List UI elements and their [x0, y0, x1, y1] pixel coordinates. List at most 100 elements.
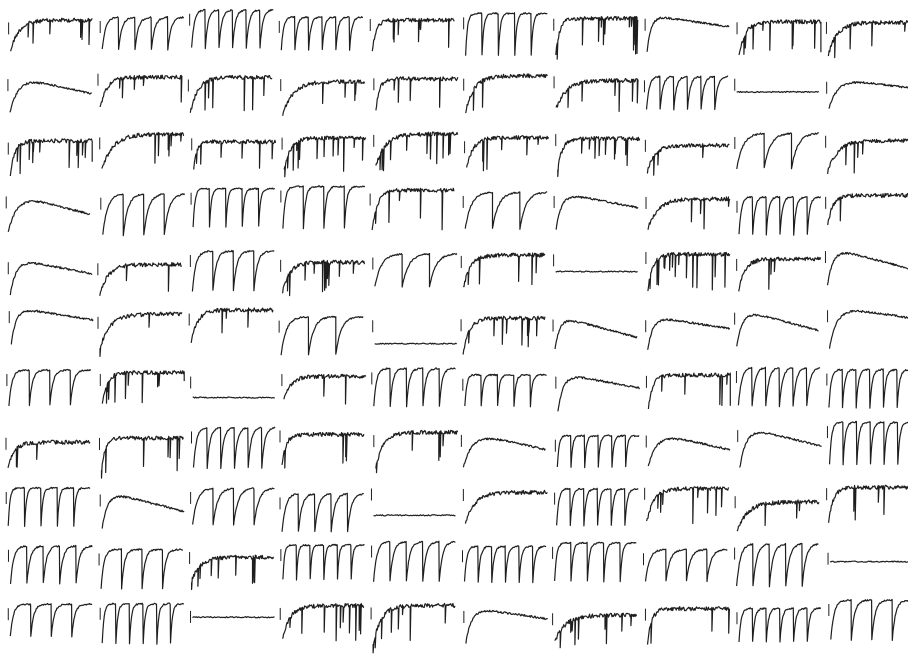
trace	[373, 367, 456, 408]
trace	[102, 193, 186, 237]
trace	[555, 195, 639, 230]
trace	[372, 602, 456, 654]
trace	[189, 74, 273, 113]
trace	[736, 132, 820, 170]
trace	[191, 249, 275, 292]
trace	[827, 20, 908, 59]
trace	[375, 76, 459, 111]
trace	[374, 342, 458, 345]
trace	[738, 256, 822, 292]
trace	[464, 489, 548, 524]
trace	[9, 602, 93, 638]
trace	[736, 90, 820, 94]
trace	[280, 315, 364, 356]
trace	[374, 252, 458, 288]
trace	[465, 73, 548, 114]
trace	[283, 135, 367, 178]
trace	[739, 431, 822, 468]
trace	[192, 487, 275, 526]
trace	[282, 185, 366, 230]
trace	[736, 542, 819, 588]
trace	[192, 426, 276, 470]
trace	[738, 19, 822, 56]
trace	[646, 16, 730, 52]
trace	[375, 429, 459, 474]
trace	[193, 139, 277, 170]
trace	[9, 138, 93, 177]
trace	[647, 372, 731, 410]
trace	[375, 131, 459, 172]
trace	[736, 499, 820, 532]
trace	[9, 261, 93, 296]
trace	[191, 554, 275, 591]
trace	[465, 609, 548, 644]
trace	[192, 396, 276, 399]
trace	[10, 309, 94, 345]
trace	[192, 616, 275, 619]
trace	[464, 373, 547, 408]
trace	[9, 544, 93, 585]
trace	[827, 138, 908, 175]
trace	[554, 541, 637, 583]
trace	[737, 366, 821, 408]
trace	[646, 606, 730, 645]
trace	[373, 514, 456, 517]
trace	[556, 434, 640, 469]
trace	[465, 12, 548, 56]
trace	[281, 432, 365, 469]
trace	[647, 318, 731, 350]
trace	[828, 309, 908, 349]
trace	[282, 603, 365, 642]
trace	[100, 435, 184, 479]
trace	[8, 368, 92, 407]
trace	[373, 540, 456, 582]
trace	[99, 311, 183, 357]
trace	[555, 270, 638, 273]
trace	[100, 548, 184, 590]
trace	[556, 487, 639, 527]
trace	[647, 437, 731, 467]
trace	[101, 495, 185, 529]
trace	[828, 420, 908, 466]
trace	[647, 251, 731, 292]
trace	[554, 612, 638, 649]
trace	[280, 15, 363, 51]
trace	[738, 195, 822, 236]
trace	[462, 252, 546, 288]
trace	[828, 368, 908, 409]
trace	[462, 437, 546, 468]
trace	[9, 81, 92, 113]
trace	[190, 307, 274, 343]
trace	[10, 17, 93, 52]
trace	[826, 251, 908, 286]
trace	[463, 545, 547, 584]
trace	[830, 598, 908, 641]
trace	[371, 17, 455, 52]
trace	[829, 560, 908, 563]
trace	[647, 196, 731, 230]
trace	[644, 548, 728, 583]
trace	[557, 375, 640, 412]
trace	[7, 200, 91, 232]
trace	[464, 191, 548, 230]
trace	[282, 543, 365, 581]
trace	[371, 187, 455, 231]
trace	[646, 486, 730, 525]
trace	[281, 492, 364, 533]
trace	[462, 315, 546, 355]
trace	[557, 136, 641, 178]
trace	[283, 373, 367, 405]
trace	[101, 370, 185, 404]
trace	[466, 135, 550, 172]
trace	[736, 313, 819, 347]
trace	[282, 259, 366, 297]
trace	[828, 484, 908, 523]
trace	[828, 81, 908, 109]
trace	[192, 187, 276, 228]
trace	[99, 262, 182, 296]
trace	[555, 77, 639, 112]
trace	[101, 602, 185, 645]
trace	[282, 79, 366, 116]
